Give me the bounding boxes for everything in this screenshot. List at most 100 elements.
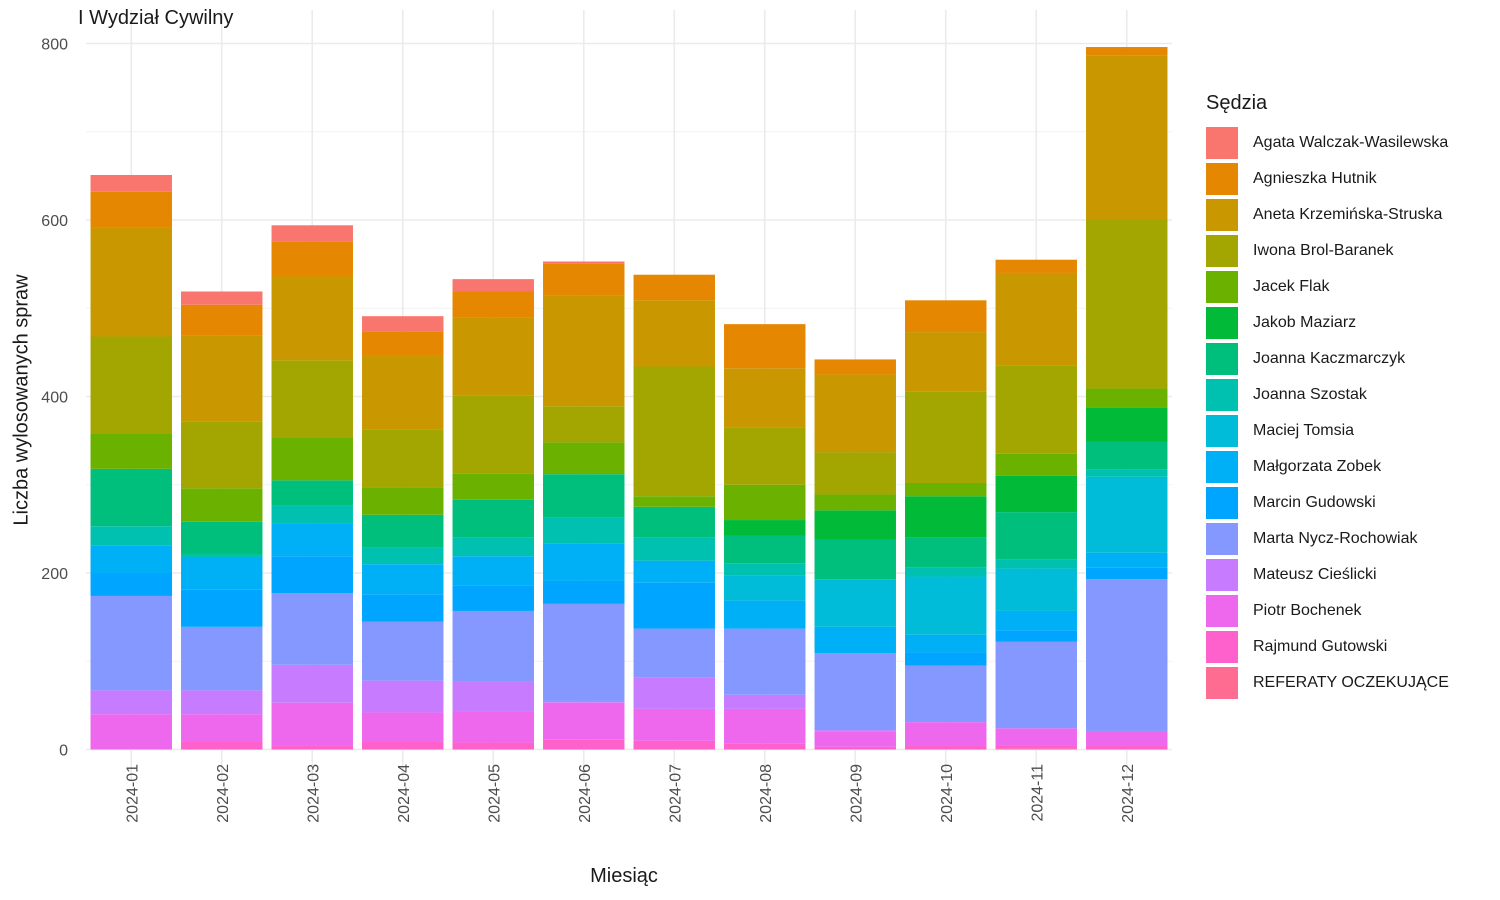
chart-title: I Wydział Cywilny — [78, 7, 234, 29]
bar-segment — [181, 741, 263, 750]
legend-label: Agata Walczak-Wasilewska — [1253, 134, 1449, 151]
bar-segment — [90, 468, 172, 527]
bar-segment — [90, 336, 172, 434]
legend: Sędzia Agata Walczak-Wasilewska Agnieszka… — [1206, 92, 1449, 701]
bar-segment — [543, 580, 625, 604]
bar-segment — [814, 452, 896, 495]
bar-segment — [452, 473, 534, 500]
bar-segment — [995, 745, 1077, 749]
bar-segment — [1086, 552, 1168, 568]
legend-item: Aneta Krzemińska-Struska — [1206, 197, 1449, 233]
bar-segment — [452, 711, 534, 743]
bar-segment — [452, 499, 534, 538]
bar-segment — [995, 453, 1077, 476]
bar-segment — [633, 677, 715, 709]
legend-swatch — [1206, 559, 1238, 591]
bar-segment — [724, 484, 806, 521]
bar-segment — [452, 556, 534, 586]
legend-swatch — [1206, 631, 1238, 663]
x-tick-label: 2024-11 — [1029, 764, 1046, 822]
bar-segment — [814, 539, 896, 580]
bar-segment — [181, 304, 263, 336]
bar-segment — [90, 174, 172, 192]
bar-segment — [905, 634, 987, 653]
bar-segment — [1086, 220, 1168, 389]
x-tick-label: 2024-10 — [939, 764, 956, 823]
bar-segment — [995, 728, 1077, 746]
legend-label: Maciej Tomsia — [1253, 422, 1355, 439]
legend-swatch — [1206, 307, 1238, 339]
legend-label: Joanna Kaczmarczyk — [1253, 350, 1406, 367]
bar-segment — [724, 368, 806, 428]
bar-segment — [814, 746, 896, 750]
bar-segment — [814, 494, 896, 511]
bar-segment — [905, 332, 987, 392]
bar-segment — [90, 227, 172, 337]
legend-swatch — [1206, 523, 1238, 555]
bar-segment — [543, 295, 625, 407]
bar-segment — [543, 700, 625, 703]
bar-segment — [271, 664, 353, 703]
bar-segment — [362, 741, 444, 750]
bar-segment — [814, 730, 896, 732]
x-axis-label: Miesiąc — [590, 865, 658, 887]
y-tick-label: 800 — [41, 37, 68, 54]
legend-item: Agata Walczak-Wasilewska — [1206, 125, 1449, 161]
legend-swatch — [1206, 235, 1238, 267]
y-axis-label: Liczba wylosowanych spraw — [10, 274, 33, 526]
bar-segment — [181, 589, 263, 627]
bar-segment — [633, 582, 715, 629]
legend-swatch — [1206, 595, 1238, 627]
bar-segment — [452, 279, 534, 292]
bar-segment — [905, 652, 987, 666]
legend-label: Rajmund Gutowski — [1253, 638, 1388, 655]
bar-segment — [814, 653, 896, 731]
bar-segment — [633, 708, 715, 741]
bar-segment — [995, 259, 1077, 273]
bar-segment — [905, 576, 987, 635]
bar-segment — [543, 739, 625, 750]
bar-segment — [543, 442, 625, 475]
bar-segment — [90, 526, 172, 546]
y-tick-label: 200 — [41, 566, 68, 583]
legend-swatch — [1206, 343, 1238, 375]
bar-segment — [271, 360, 353, 438]
bar-segment — [724, 563, 806, 576]
bar-segment — [362, 331, 444, 356]
bar-segment — [90, 191, 172, 228]
bar-segment — [362, 564, 444, 595]
bar-segment — [1086, 579, 1168, 731]
bar-segment — [724, 628, 806, 695]
bar-segment — [1086, 567, 1168, 580]
bar-segment — [452, 610, 534, 682]
bar-segment — [543, 702, 625, 740]
bar-segment — [995, 748, 1077, 750]
bar-segment — [543, 603, 625, 701]
x-tick-label: 2024-05 — [486, 764, 503, 823]
bar-segment — [814, 510, 896, 540]
bar-segment — [1086, 745, 1168, 750]
bar-segment — [995, 512, 1077, 560]
bar-segment — [905, 300, 987, 333]
legend-label: Małgorzata Zobek — [1253, 458, 1382, 475]
bar-segment — [362, 621, 444, 681]
legend-label: Aneta Krzemińska-Struska — [1253, 206, 1443, 223]
bar-segment — [271, 593, 353, 665]
bar-segment — [905, 665, 987, 723]
bar-segment — [633, 506, 715, 538]
x-tick-label: 2024-06 — [577, 764, 594, 823]
bar-segment — [271, 225, 353, 242]
bar-segment — [90, 573, 172, 596]
bar-segment — [1086, 469, 1168, 477]
legend-label: Jacek Flak — [1253, 278, 1330, 295]
bar-segment — [181, 714, 263, 742]
x-tick-label: 2024-12 — [1120, 764, 1137, 823]
bar-segment — [181, 554, 263, 558]
bar-segment — [452, 537, 534, 557]
bar-segment — [633, 740, 715, 750]
x-tick-label: 2024-04 — [396, 764, 413, 823]
bar-segment — [633, 537, 715, 561]
bar-segment — [271, 276, 353, 361]
bar-segment — [362, 429, 444, 488]
